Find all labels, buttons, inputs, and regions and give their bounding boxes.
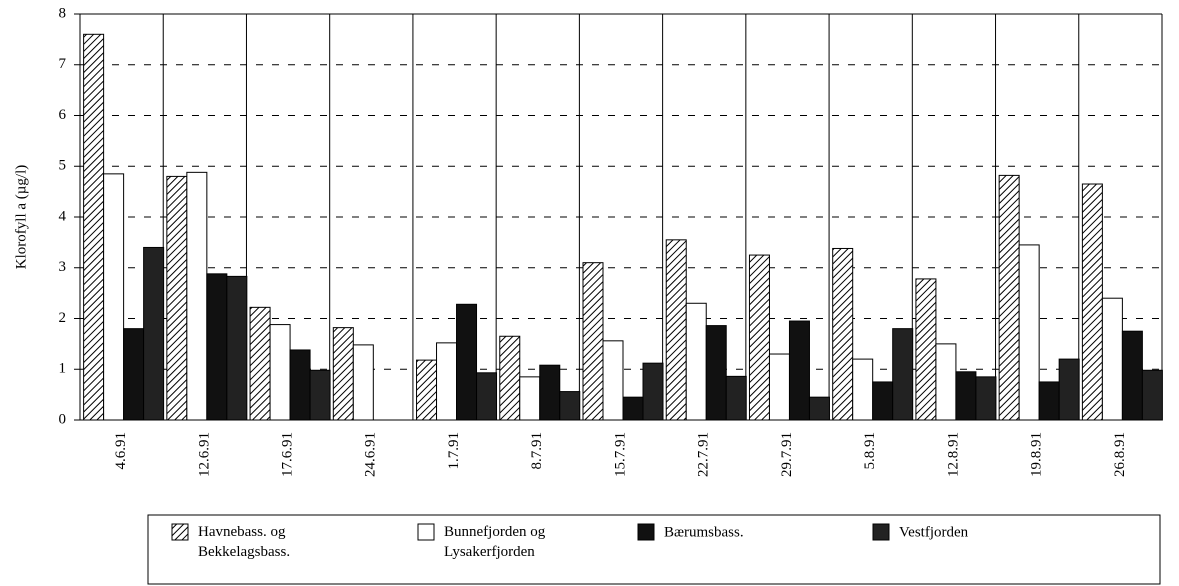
bar [559,391,581,421]
y-tick-label: 0 [59,411,67,427]
bar [332,327,354,421]
bar [352,344,374,421]
legend-label: Havnebass. og Bekkelagsbass. [198,524,290,560]
bar [186,171,208,421]
bar [808,396,830,421]
bar [1141,369,1163,421]
bar [436,342,458,421]
legend-label: Bunnefjorden og Lysakerfjorden [444,524,546,560]
legend-label: Vestfjorden [899,524,969,540]
legend-swatch [637,523,655,541]
x-tick-label: 17.6.91 [280,432,296,477]
legend-swatch [417,523,435,541]
bar [539,364,561,421]
x-tick-label: 8.7.91 [529,432,545,470]
bar [1101,297,1123,421]
legend-swatch [171,523,189,541]
bar [955,371,977,421]
bar [309,369,331,421]
bar [1058,358,1080,421]
bar [1038,381,1060,421]
y-tick-label: 7 [59,56,67,72]
x-tick-label: 26.8.91 [1112,432,1128,477]
bar [832,247,854,421]
bar [705,325,727,421]
x-tick-label: 15.7.91 [612,432,628,477]
bar [206,273,228,421]
bar [416,359,438,421]
bar [143,246,165,421]
y-tick-label: 3 [59,259,67,275]
x-tick-label: 4.6.91 [113,432,129,470]
bar [269,324,291,421]
x-tick-label: 19.8.91 [1029,432,1045,477]
bar [872,381,894,421]
bar [748,254,770,421]
bar [915,278,937,421]
x-tick-label: 5.8.91 [862,432,878,470]
bar [226,275,248,421]
bar [935,343,957,421]
y-tick-label: 1 [59,361,67,377]
bar [249,306,271,421]
bar [83,33,105,421]
bar [166,175,188,421]
bar [582,262,604,421]
bar [725,375,747,421]
bar [499,335,521,421]
bar [103,173,125,421]
bar [685,302,707,421]
x-tick-label: 12.8.91 [945,432,961,477]
bar [519,376,541,421]
bar [1081,183,1103,421]
bar [768,353,790,421]
bar [602,340,624,421]
bar [852,358,874,421]
bar [665,239,687,421]
legend-swatch [872,523,890,541]
bar [456,303,478,421]
y-tick-label: 5 [59,158,67,174]
y-tick-label: 8 [59,5,67,21]
bar [476,372,498,421]
bar [642,362,664,421]
legend-label: Bærumsbass. [664,524,744,540]
bar [289,349,311,421]
y-tick-label: 4 [59,208,67,224]
bar [892,328,914,421]
bar [788,320,810,421]
bar [1121,330,1143,421]
bar [975,376,997,421]
y-tick-label: 2 [59,310,67,326]
y-axis-label: Klorofyll a (µg/l) [13,165,29,269]
x-tick-label: 1.7.91 [446,432,462,470]
x-tick-label: 24.6.91 [363,432,379,477]
bar [1018,244,1040,421]
y-tick-label: 6 [59,107,67,123]
bar [998,174,1020,421]
x-tick-label: 12.6.91 [196,432,212,477]
x-tick-label: 29.7.91 [779,432,795,477]
bar [123,328,145,421]
bar [622,396,644,421]
x-tick-label: 22.7.91 [696,432,712,477]
